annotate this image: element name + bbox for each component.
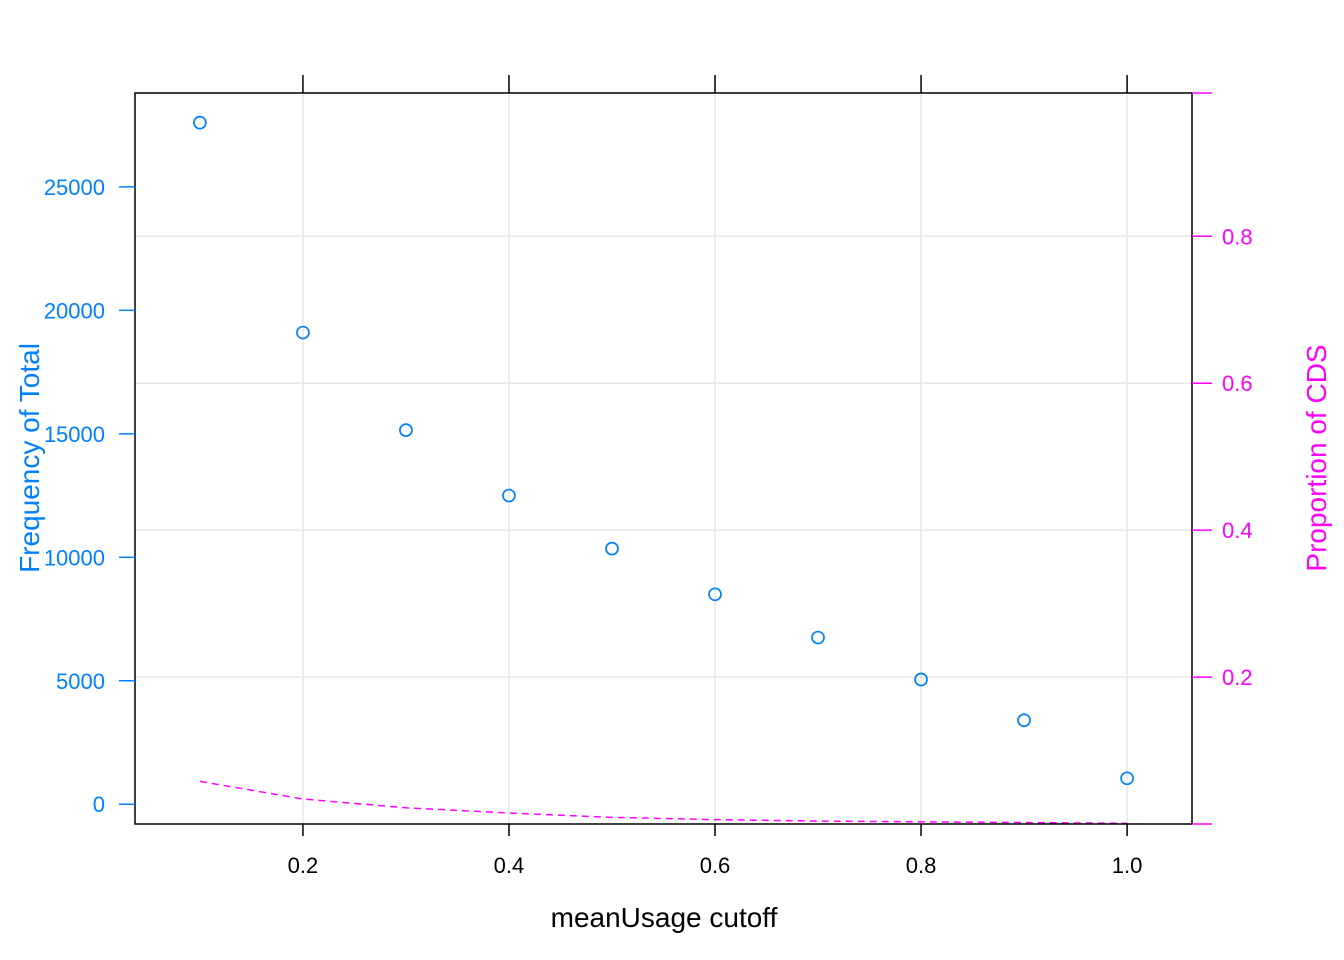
data-point bbox=[708, 587, 722, 602]
data-point bbox=[811, 630, 825, 645]
y-tick-label: 25000 bbox=[44, 175, 105, 200]
data-point bbox=[502, 488, 516, 503]
y-axis-label: Frequency of Total bbox=[14, 343, 45, 573]
data-point bbox=[296, 325, 310, 340]
data-point bbox=[1120, 771, 1134, 786]
data-point bbox=[399, 423, 413, 437]
y2-tick-label: 0.6 bbox=[1222, 371, 1253, 396]
x-axis-label: meanUsage cutoff bbox=[551, 902, 778, 933]
y2-tick-label: 0.8 bbox=[1222, 224, 1253, 249]
x-tick-label: 0.8 bbox=[906, 853, 937, 878]
grid bbox=[135, 93, 1192, 824]
y2-tick-label: 0.2 bbox=[1222, 665, 1253, 690]
data-point bbox=[914, 672, 928, 687]
y-tick-label: 15000 bbox=[44, 422, 105, 447]
x-tick-label: 0.2 bbox=[288, 853, 319, 878]
x-tick-label: 0.4 bbox=[494, 853, 525, 878]
x-tick-label: 1.0 bbox=[1112, 853, 1143, 878]
x-tick-label: 0.6 bbox=[700, 853, 731, 878]
data-point bbox=[193, 115, 207, 130]
data-point bbox=[1017, 713, 1031, 728]
y-tick-label: 0 bbox=[93, 792, 105, 817]
plot-frame bbox=[134, 92, 1193, 825]
series-lines bbox=[199, 780, 1128, 825]
y-tick-label: 20000 bbox=[44, 298, 105, 323]
proportion-cds-line bbox=[199, 780, 1128, 825]
data-point bbox=[605, 541, 619, 556]
y2-axis-label: Proportion of CDS bbox=[1301, 344, 1332, 571]
axis-ticks: 0.2 0.4 0.6 0.8 1.0 0 5000 10000 15000 20000 25000… bbox=[44, 75, 1253, 878]
y2-tick-label: 0.4 bbox=[1222, 518, 1253, 543]
data-points bbox=[193, 115, 1134, 786]
y-tick-label: 10000 bbox=[44, 545, 105, 570]
y-tick-label: 5000 bbox=[56, 669, 105, 694]
